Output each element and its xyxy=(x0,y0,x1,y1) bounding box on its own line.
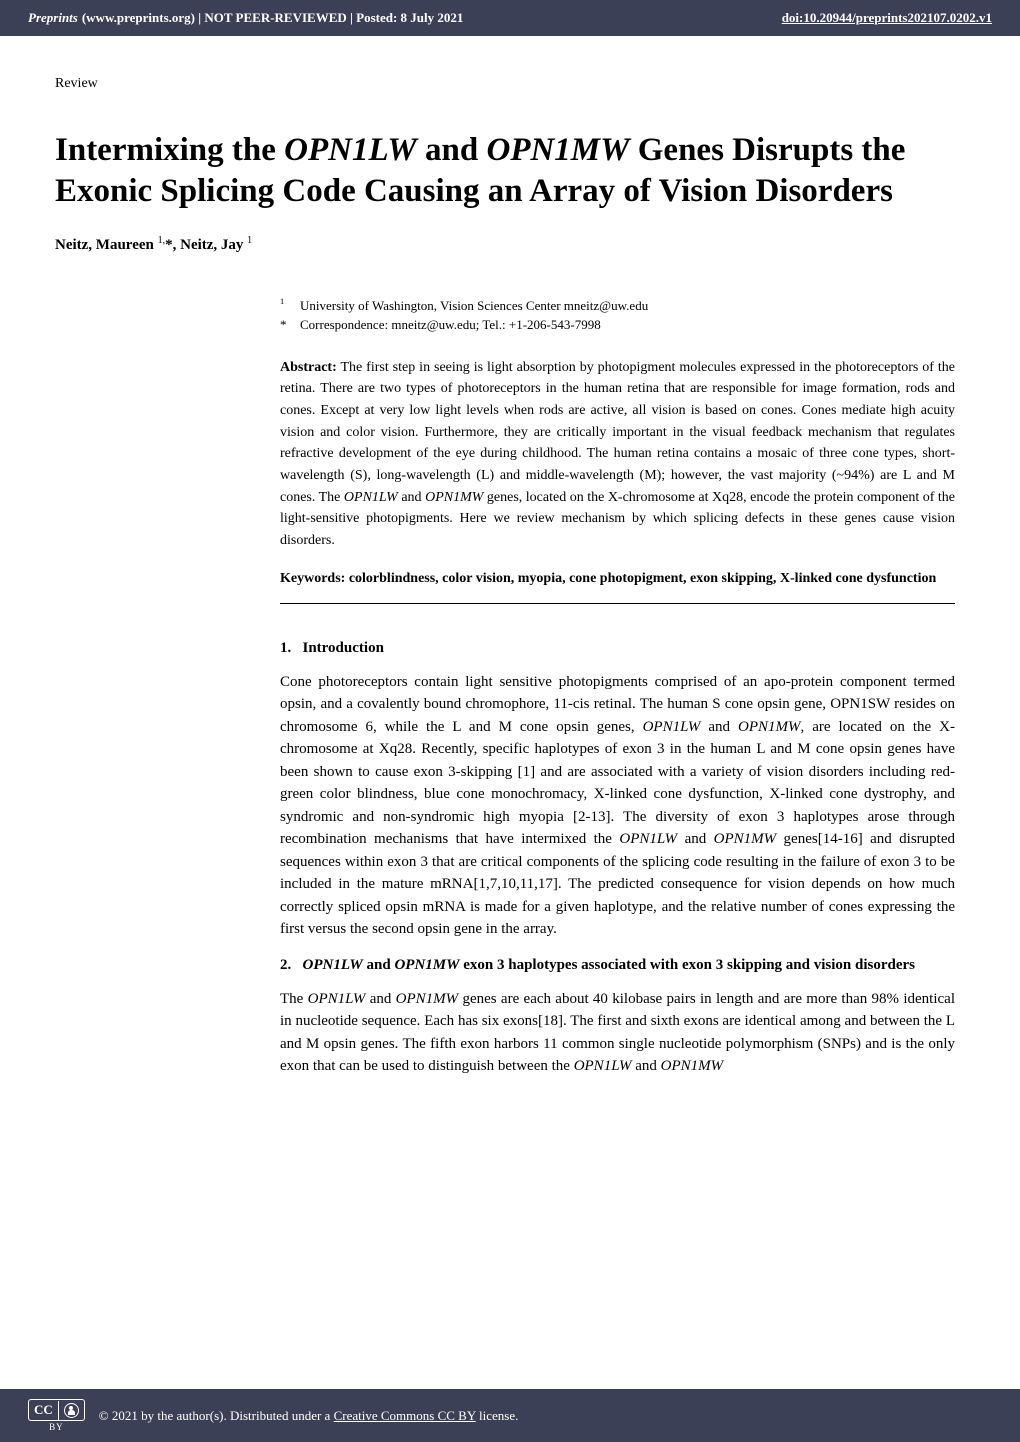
site-name: Preprints xyxy=(28,10,78,26)
by-icon xyxy=(58,1401,84,1420)
divider xyxy=(280,603,955,604)
section-2-heading: 2. OPN1LW and OPN1MW exon 3 haplotypes a… xyxy=(280,957,955,974)
affil-text-1: University of Washington, Vision Science… xyxy=(300,296,648,316)
page-content: Review Intermixing the OPN1LW and OPN1MW… xyxy=(0,36,1020,1078)
license-footer-bar: CC BY © 2021 by the author(s). Distribut… xyxy=(0,1389,1020,1442)
article-title: Intermixing the OPN1LW and OPN1MW Genes … xyxy=(55,130,965,213)
affil-text-corr: Correspondence: mneitz@uw.edu; Tel.: +1-… xyxy=(300,315,601,335)
cc-by-badge[interactable]: CC BY xyxy=(28,1399,85,1432)
header-meta: (www.preprints.org) | NOT PEER-REVIEWED … xyxy=(82,10,464,26)
section-1-heading: 1. Introduction xyxy=(280,640,955,657)
authors-line: Neitz, Maureen 1,*, Neitz, Jay 1 xyxy=(55,235,965,254)
header-left: Preprints (www.preprints.org) | NOT PEER… xyxy=(28,10,463,26)
affiliations: 1 University of Washington, Vision Scien… xyxy=(280,296,955,335)
article-type: Review xyxy=(55,76,965,92)
by-label: BY xyxy=(28,1422,85,1432)
cc-license-link[interactable]: Creative Commons CC BY xyxy=(334,1408,476,1423)
doi-link[interactable]: doi:10.20944/preprints202107.0202.v1 xyxy=(782,10,992,26)
license-text: © 2021 by the author(s). Distributed und… xyxy=(99,1408,519,1424)
section-1-paragraph: Cone photoreceptors contain light sensit… xyxy=(280,671,955,941)
cc-icon: CC xyxy=(29,1400,58,1420)
affil-marker-corr: * xyxy=(280,315,292,335)
keywords: Keywords: colorblindness, color vision, … xyxy=(280,568,955,589)
section-2-paragraph: The OPN1LW and OPN1MW genes are each abo… xyxy=(280,988,955,1078)
abstract: Abstract: The first step in seeing is li… xyxy=(280,357,955,552)
affil-marker-1: 1 xyxy=(280,296,292,316)
preprint-header-bar: Preprints (www.preprints.org) | NOT PEER… xyxy=(0,0,1020,36)
